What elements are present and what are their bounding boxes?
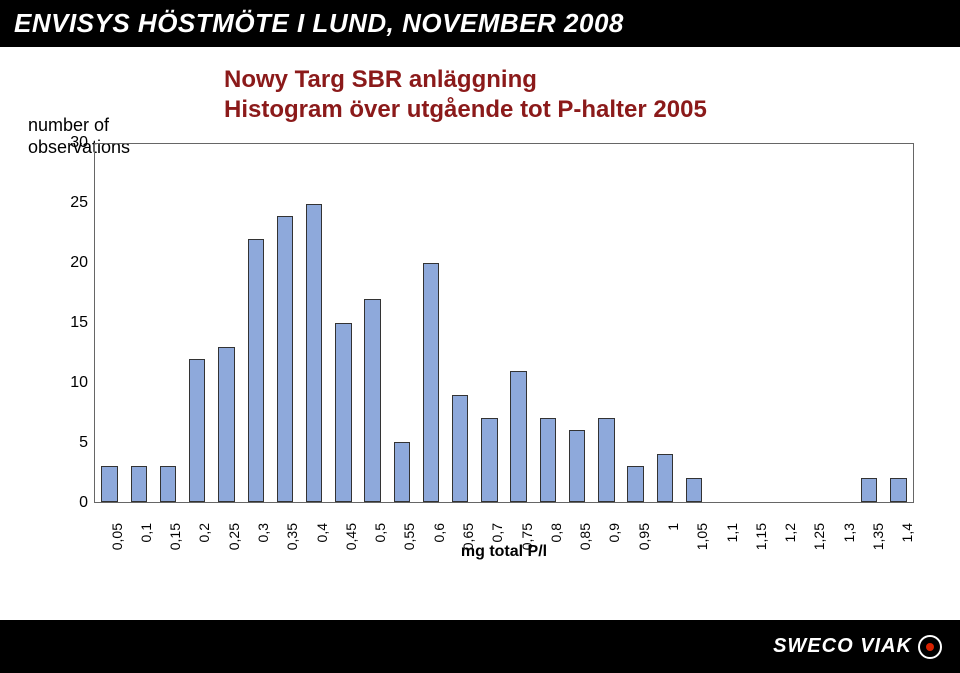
bar xyxy=(540,418,556,502)
bar-slot xyxy=(95,144,124,502)
bar-slot xyxy=(241,144,270,502)
bar xyxy=(657,454,673,502)
chart-title: Nowy Targ SBR anläggning Histogram över … xyxy=(224,65,707,125)
x-tick-label: 0,2 xyxy=(196,523,212,542)
bar xyxy=(627,466,643,502)
x-tick-label: 1,3 xyxy=(841,523,857,542)
plot-area xyxy=(94,143,914,503)
bar xyxy=(423,263,439,502)
y-tick-label: 15 xyxy=(70,314,88,332)
bar-slot xyxy=(825,144,854,502)
bar xyxy=(861,478,877,502)
bar-slot xyxy=(738,144,767,502)
x-tick-label: 0,4 xyxy=(314,523,330,542)
footer-logo: SWECO VIAK xyxy=(773,635,942,659)
bar-slot xyxy=(650,144,679,502)
bar-slot xyxy=(504,144,533,502)
bar xyxy=(481,418,497,502)
bar xyxy=(218,347,234,502)
bar xyxy=(452,395,468,502)
bar-slot xyxy=(796,144,825,502)
bar-slot xyxy=(884,144,913,502)
y-tick-label: 30 xyxy=(70,134,88,152)
bar xyxy=(101,466,117,502)
bar xyxy=(686,478,702,502)
bar xyxy=(510,371,526,502)
x-tick-label: 0,5 xyxy=(372,523,388,542)
bar xyxy=(189,359,205,502)
y-tick-label: 0 xyxy=(79,494,88,512)
bar xyxy=(364,299,380,502)
bar-slot xyxy=(621,144,650,502)
bar-slot xyxy=(563,144,592,502)
bar-slot xyxy=(767,144,796,502)
bar-slot xyxy=(212,144,241,502)
bar-slot xyxy=(592,144,621,502)
bar-slot xyxy=(183,144,212,502)
bar-slot xyxy=(855,144,884,502)
x-tick-label: 1,2 xyxy=(782,523,798,542)
bar-slot xyxy=(124,144,153,502)
bar-slot xyxy=(709,144,738,502)
bar-slot xyxy=(329,144,358,502)
bar-slot xyxy=(270,144,299,502)
bar-slot xyxy=(387,144,416,502)
y-tick-label: 5 xyxy=(79,434,88,452)
bar-slot xyxy=(358,144,387,502)
chart-title-line1: Nowy Targ SBR anläggning xyxy=(224,65,707,95)
footer-logo-text: SWECO VIAK xyxy=(773,635,912,658)
bar-slot xyxy=(533,144,562,502)
y-tick-label: 20 xyxy=(70,254,88,272)
bar xyxy=(569,430,585,502)
page-header: ENVISYS HÖSTMÖTE I LUND, NOVEMBER 2008 xyxy=(0,0,960,47)
footer-logo-icon xyxy=(918,635,942,659)
x-tick-label: 1,1 xyxy=(724,523,740,542)
bar xyxy=(394,442,410,502)
x-axis-title: mg total P/l xyxy=(94,543,914,561)
histogram-chart: 051015202530 0,050,10,150,20,250,30,350,… xyxy=(54,143,934,563)
x-tick-label: 1 xyxy=(665,523,681,531)
y-axis: 051015202530 xyxy=(54,143,94,503)
bar-slot xyxy=(475,144,504,502)
x-tick-label: 0,6 xyxy=(431,523,447,542)
x-tick-label: 0,8 xyxy=(548,523,564,542)
bar-slot xyxy=(153,144,182,502)
bar-slot xyxy=(416,144,445,502)
bar-slot xyxy=(300,144,329,502)
bar xyxy=(335,323,351,502)
bar-slot xyxy=(679,144,708,502)
bar xyxy=(890,478,906,502)
bar xyxy=(306,204,322,502)
chart-title-line2: Histogram över utgående tot P-halter 200… xyxy=(224,95,707,125)
page-header-title: ENVISYS HÖSTMÖTE I LUND, NOVEMBER 2008 xyxy=(14,8,624,38)
bar xyxy=(248,239,264,502)
bar xyxy=(160,466,176,502)
bars-container xyxy=(95,144,913,502)
bar xyxy=(598,418,614,502)
page-footer: SWECO VIAK xyxy=(0,620,960,673)
x-tick-label: 0,1 xyxy=(138,523,154,542)
observations-label-line1: number of xyxy=(28,115,109,135)
bar-slot xyxy=(446,144,475,502)
y-tick-label: 25 xyxy=(70,194,88,212)
x-tick-label: 0,7 xyxy=(489,523,505,542)
y-tick-label: 10 xyxy=(70,374,88,392)
x-tick-label: 1,4 xyxy=(899,523,915,542)
x-tick-label: 0,9 xyxy=(606,523,622,542)
bar xyxy=(277,216,293,502)
bar xyxy=(131,466,147,502)
x-tick-label: 0,3 xyxy=(255,523,271,542)
